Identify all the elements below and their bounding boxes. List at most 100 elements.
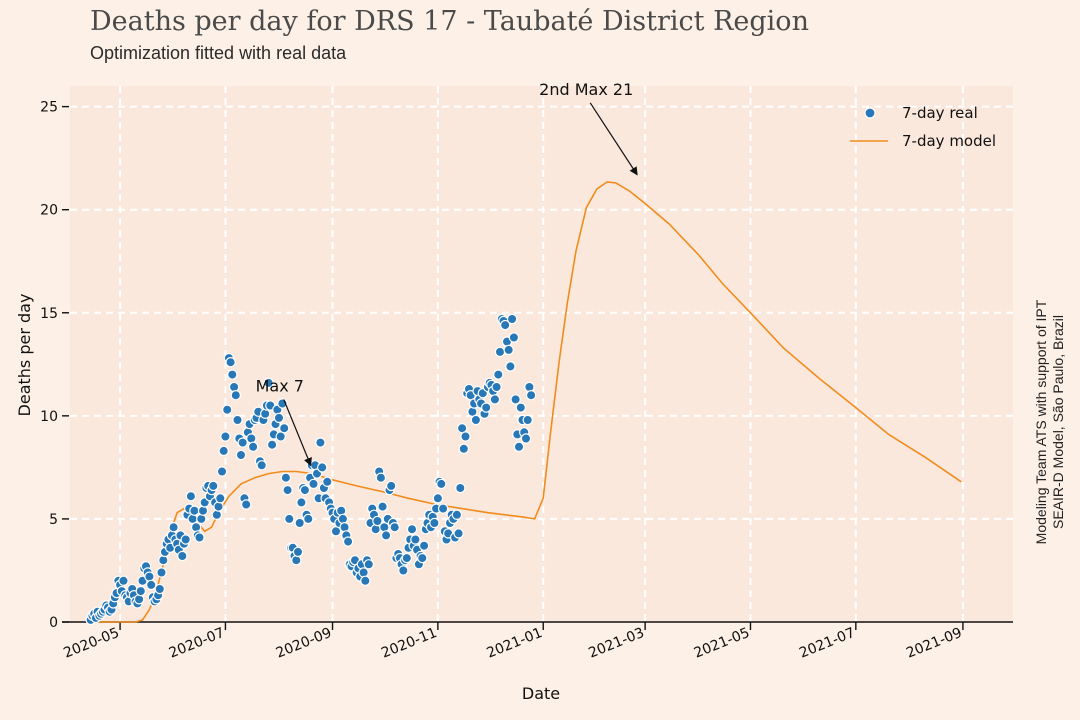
x-tick-label: 2021-09 (904, 625, 964, 662)
data-point (389, 522, 400, 533)
data-point (263, 377, 274, 389)
data-point (168, 522, 179, 533)
data-point (177, 550, 188, 562)
x-tick-label: 2021-07 (797, 625, 857, 662)
data-point (455, 482, 466, 494)
data-point (135, 585, 146, 597)
data-point (342, 536, 354, 547)
data-point (221, 404, 233, 415)
data-point (525, 390, 537, 401)
data-point (380, 530, 392, 541)
data-point (429, 517, 440, 529)
data-point (156, 567, 167, 578)
data-point (211, 509, 222, 520)
data-point (230, 390, 241, 401)
annotation-label: 2nd Max 21 (539, 80, 633, 99)
data-point (294, 517, 305, 529)
data-point (494, 346, 506, 358)
data-point (196, 513, 207, 525)
data-point (322, 476, 333, 487)
data-point (375, 472, 387, 483)
data-point (360, 575, 371, 587)
data-point (505, 361, 516, 372)
data-point (213, 501, 224, 512)
data-point (197, 505, 209, 516)
data-point (451, 509, 463, 520)
y-tick-label: 0 (49, 615, 58, 631)
model-credit: Modeling Team ATS with support of IPT SE… (1033, 272, 1067, 572)
series-7-day-real (85, 313, 537, 626)
annotation-label: Max 7 (256, 377, 304, 396)
data-point (158, 555, 169, 566)
data-point (273, 412, 285, 424)
y-tick-label: 5 (49, 512, 58, 528)
data-point (436, 478, 447, 490)
x-tick-label: 2021-01 (484, 625, 544, 662)
data-point (260, 408, 271, 419)
x-tick-label: 2020-09 (274, 625, 334, 662)
data-point (417, 552, 428, 564)
data-point (401, 552, 412, 564)
data-point (296, 497, 307, 508)
data-point (185, 491, 197, 502)
y-tick-label: 10 (40, 409, 58, 425)
x-axis-label: Date (522, 684, 560, 703)
data-point (481, 402, 492, 413)
x-tick-label: 2020-07 (167, 625, 227, 662)
y-tick-label: 25 (40, 100, 58, 116)
data-point (308, 478, 319, 490)
data-point (372, 515, 383, 527)
data-point (503, 344, 514, 356)
data-point (291, 555, 302, 566)
data-point (418, 540, 430, 551)
legend-label-7-day-model: 7-day model (902, 132, 996, 150)
data-point (118, 575, 129, 587)
data-point (386, 480, 397, 492)
annotation-arrow (283, 399, 312, 467)
data-point (228, 381, 240, 393)
credit-line-2: SEAIR-D Model, São Paulo, Brazil (1050, 315, 1066, 529)
data-point (458, 443, 469, 454)
data-point (489, 394, 501, 405)
chart-subtitle: Optimization fitted with real data (90, 43, 347, 63)
data-point (180, 534, 191, 545)
y-axis-label: Deaths per day (15, 294, 34, 417)
data-point (284, 513, 295, 525)
data-point (232, 414, 243, 426)
data-point (522, 414, 533, 426)
data-point (299, 484, 311, 496)
data-point (256, 460, 267, 471)
data-point (279, 423, 290, 434)
data-point (524, 381, 535, 393)
data-point (208, 480, 219, 492)
data-point (520, 433, 532, 444)
data-point (145, 579, 157, 591)
data-point (337, 513, 349, 525)
legend: 7-day real 7-day model (850, 104, 996, 150)
data-point (515, 402, 527, 413)
data-point (315, 437, 326, 448)
data-point (215, 493, 226, 504)
chart-title: Deaths per day for DRS 17 - Taubaté Dist… (90, 6, 809, 37)
data-point (406, 524, 418, 535)
data-point (225, 357, 236, 368)
data-point (227, 369, 238, 380)
data-point (189, 505, 200, 516)
data-point (363, 559, 374, 570)
data-point (133, 594, 145, 605)
data-point (216, 466, 228, 477)
data-point (513, 441, 525, 452)
data-point (280, 472, 292, 483)
data-point (194, 532, 205, 543)
data-point (398, 565, 409, 576)
data-point (317, 462, 328, 473)
data-point (218, 445, 229, 457)
y-tick-label: 15 (40, 306, 58, 322)
data-point (510, 394, 521, 405)
data-point (292, 546, 304, 558)
data-point (377, 501, 388, 512)
data-point (500, 319, 511, 331)
data-point (237, 437, 248, 448)
data-point (453, 528, 464, 539)
